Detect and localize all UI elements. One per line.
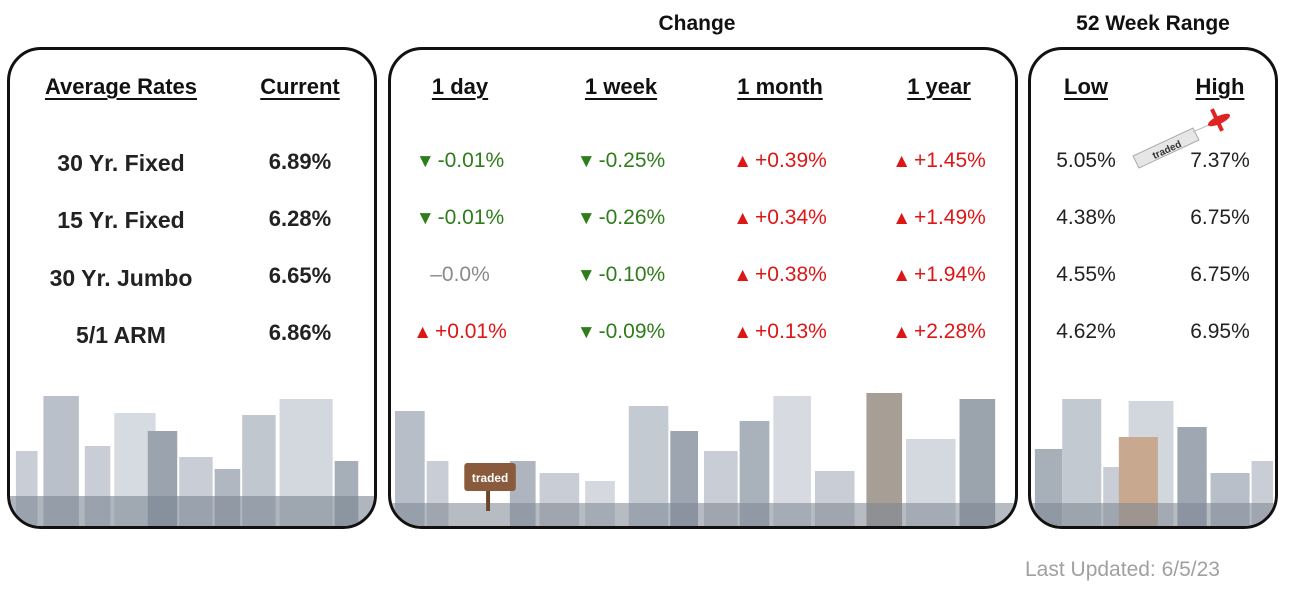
city-skyline-illustration: traded (391, 393, 1015, 526)
up-arrow-icon: ▲ (892, 151, 911, 172)
change-cell: ▲ +0.01% (413, 320, 507, 343)
current-rate: 6.65% (268, 263, 332, 288)
change-cell: ▼ -0.25% (576, 149, 666, 172)
change-cell: ▼ -0.01% (415, 206, 505, 229)
average-rates-header: Average Rates (44, 74, 198, 99)
down-arrow-icon: ▼ (415, 151, 435, 172)
city-skyline-illustration (1031, 399, 1275, 526)
change-cell: ▲ +0.13% (733, 320, 827, 343)
low-value: 4.38% (1056, 206, 1116, 229)
average-rates-panel: Average Rates Current 30 Yr. Fixed 6.89%… (7, 47, 377, 529)
up-arrow-icon: ▲ (413, 322, 432, 343)
change-panel: 1 day 1 week 1 month 1 year ▼ -0.01% ▼ -0.… (388, 47, 1018, 529)
change-cell: ▼ -0.09% (576, 320, 666, 343)
current-rate: 6.89% (268, 149, 332, 174)
change-cell: ▼ -0.26% (576, 206, 666, 229)
range-group-title: 52 Week Range (1076, 12, 1230, 35)
up-arrow-icon: ▲ (733, 208, 752, 229)
current-header: Current (260, 74, 340, 99)
change-cell: –0.0% (430, 263, 490, 286)
change-cell: ▲ +1.49% (892, 206, 986, 229)
change-cell: ▲ +0.39% (733, 149, 827, 172)
change-group-title: Change (658, 12, 736, 35)
down-arrow-icon: ▼ (576, 208, 596, 229)
up-arrow-icon: ▲ (892, 322, 911, 343)
change-cell: ▼ -0.10% (576, 263, 666, 286)
traded-sign (464, 463, 516, 491)
high-value: 7.37% (1190, 149, 1250, 172)
row-label: 15 Yr. Fixed (57, 207, 185, 233)
down-arrow-icon: ▼ (576, 151, 596, 172)
high-value: 6.75% (1190, 263, 1250, 286)
low-value: 5.05% (1056, 149, 1116, 172)
current-rate: 6.86% (268, 320, 332, 345)
airplane-icon (1207, 108, 1231, 132)
up-arrow-icon: ▲ (733, 265, 752, 286)
change-cell: ▲ +0.34% (733, 206, 827, 229)
low-value: 4.55% (1056, 263, 1116, 286)
low-header: Low (1064, 74, 1108, 99)
down-arrow-icon: ▼ (576, 322, 596, 343)
change-cell: ▲ +1.94% (892, 263, 986, 286)
up-arrow-icon: ▲ (892, 265, 911, 286)
up-arrow-icon: ▲ (733, 322, 752, 343)
one-month-header: 1 month (737, 74, 823, 99)
row-label: 30 Yr. Jumbo (49, 265, 193, 291)
high-value: 6.95% (1190, 320, 1250, 343)
last-updated-text: Last Updated: 6/5/23 (1025, 558, 1220, 581)
down-arrow-icon: ▼ (415, 208, 435, 229)
current-rate: 6.28% (268, 206, 332, 231)
plane-banner-illustration: traded (1132, 108, 1231, 169)
change-cell: ▲ +1.45% (892, 149, 986, 172)
one-week-header: 1 week (584, 74, 658, 99)
traded-sign-text: traded (472, 471, 508, 485)
up-arrow-icon: ▲ (733, 151, 752, 172)
high-header: High (1195, 74, 1245, 99)
change-cell: ▼ -0.01% (415, 149, 505, 172)
one-year-header: 1 year (907, 74, 971, 99)
up-arrow-icon: ▲ (892, 208, 911, 229)
row-label: 30 Yr. Fixed (57, 150, 185, 176)
high-value: 6.75% (1190, 206, 1250, 229)
change-cell: ▲ +0.38% (733, 263, 827, 286)
change-cell: ▲ +2.28% (892, 320, 986, 343)
down-arrow-icon: ▼ (576, 265, 596, 286)
one-day-header: 1 day (431, 74, 489, 99)
city-skyline-illustration (10, 396, 374, 526)
low-value: 4.62% (1056, 320, 1116, 343)
row-label: 5/1 ARM (76, 322, 166, 348)
week-range-panel: Low High traded 5.05% 7.37% 4.38% 6.75% … (1028, 47, 1278, 529)
